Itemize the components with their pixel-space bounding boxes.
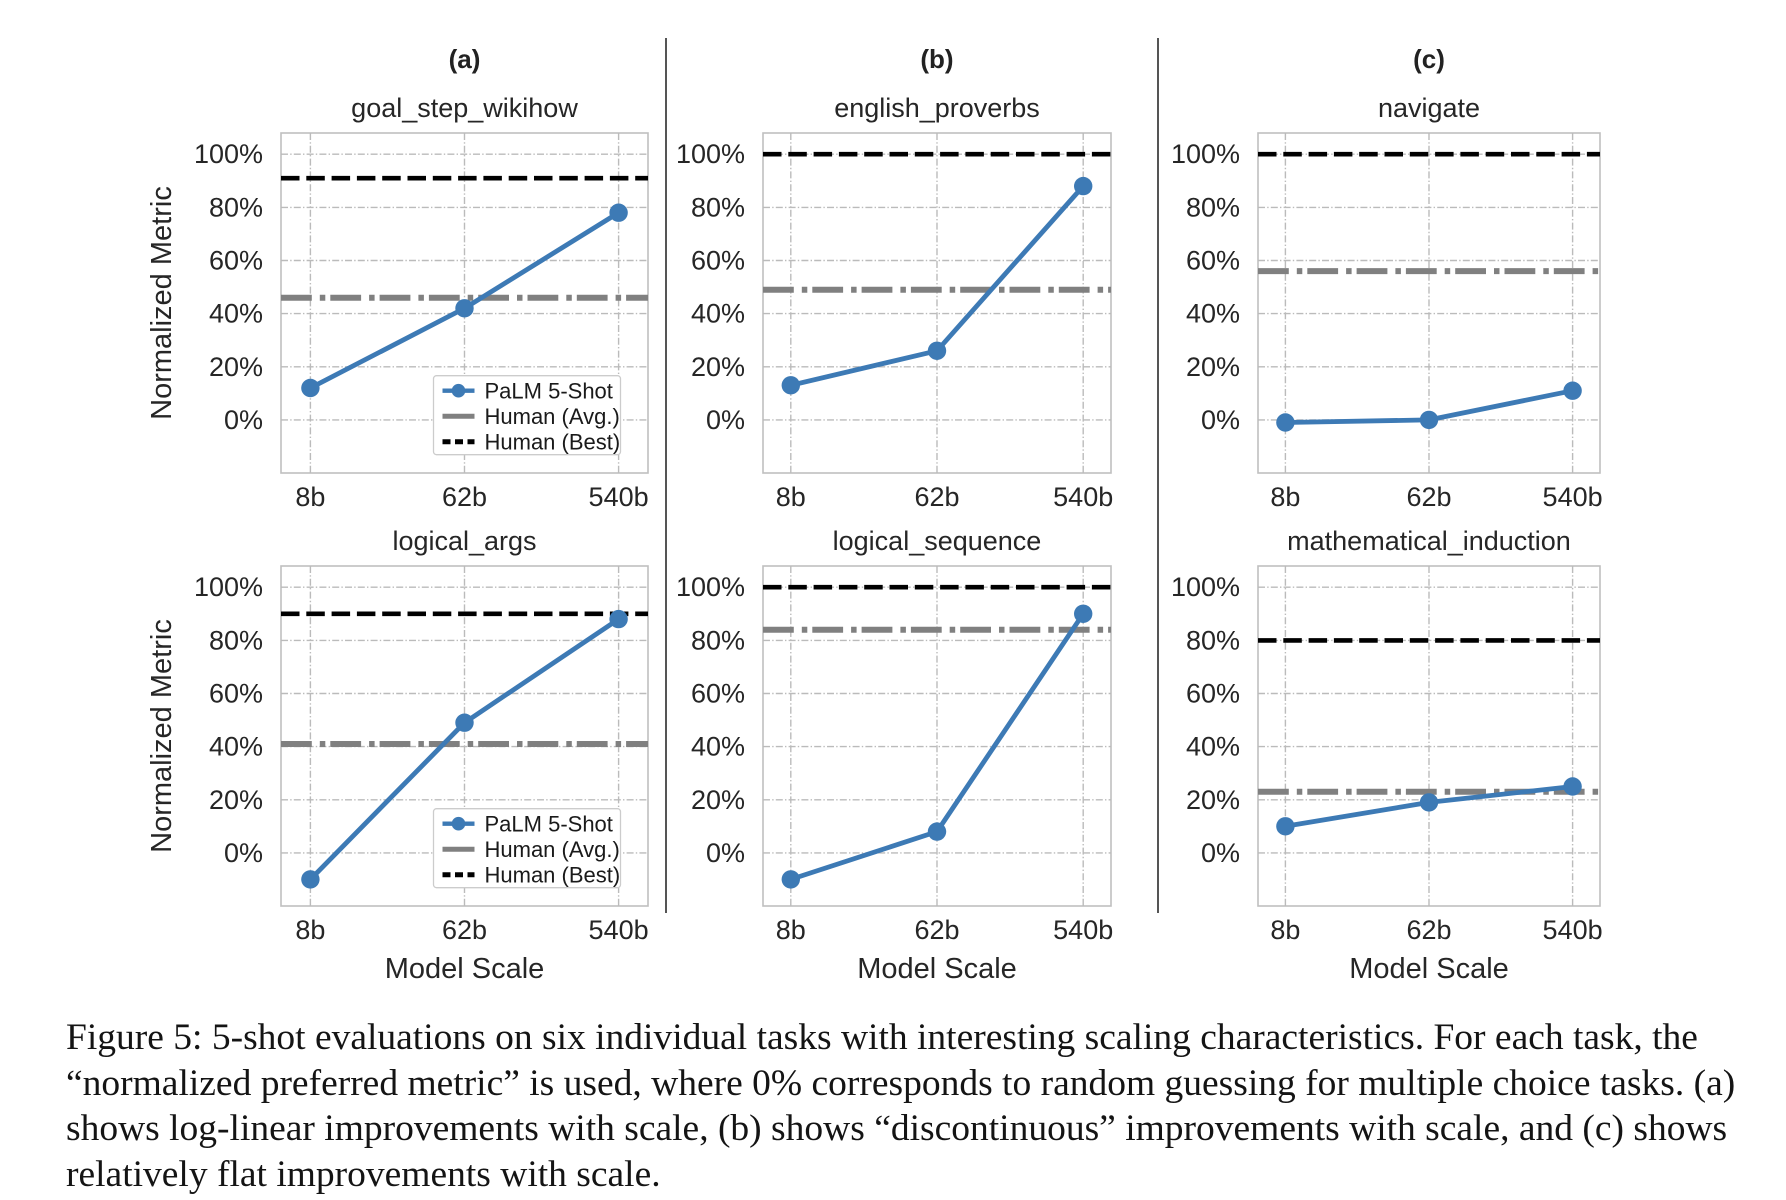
svg-text:0%: 0%: [706, 405, 745, 435]
svg-text:60%: 60%: [1186, 679, 1240, 709]
svg-text:Human (Best): Human (Best): [485, 863, 621, 888]
svg-text:Human (Best): Human (Best): [485, 430, 621, 455]
svg-text:100%: 100%: [1171, 572, 1240, 602]
svg-text:PaLM 5-Shot: PaLM 5-Shot: [485, 812, 613, 837]
svg-text:540b: 540b: [1543, 482, 1603, 512]
svg-text:20%: 20%: [1186, 785, 1240, 815]
svg-text:100%: 100%: [676, 139, 745, 169]
svg-text:8b: 8b: [1270, 915, 1300, 945]
svg-text:80%: 80%: [691, 192, 745, 222]
svg-text:40%: 40%: [691, 732, 745, 762]
svg-text:PaLM 5-Shot: PaLM 5-Shot: [485, 379, 613, 404]
svg-text:80%: 80%: [209, 192, 263, 222]
svg-text:540b: 540b: [589, 915, 649, 945]
svg-text:0%: 0%: [1201, 405, 1240, 435]
svg-text:0%: 0%: [1201, 838, 1240, 868]
svg-text:100%: 100%: [676, 572, 745, 602]
svg-text:62b: 62b: [442, 915, 487, 945]
svg-text:navigate: navigate: [1378, 93, 1480, 123]
svg-text:Model Scale: Model Scale: [857, 953, 1017, 985]
svg-text:logical_sequence: logical_sequence: [833, 526, 1042, 556]
svg-text:20%: 20%: [1186, 352, 1240, 382]
svg-text:logical_args: logical_args: [392, 526, 536, 556]
svg-text:Human (Avg.): Human (Avg.): [485, 837, 620, 862]
svg-text:Human (Avg.): Human (Avg.): [485, 404, 620, 429]
svg-text:0%: 0%: [224, 405, 263, 435]
svg-text:20%: 20%: [691, 785, 745, 815]
svg-text:english_proverbs: english_proverbs: [834, 93, 1040, 123]
svg-text:540b: 540b: [589, 482, 649, 512]
svg-text:60%: 60%: [1186, 246, 1240, 276]
svg-text:62b: 62b: [442, 482, 487, 512]
svg-text:80%: 80%: [209, 625, 263, 655]
svg-text:100%: 100%: [1171, 139, 1240, 169]
svg-text:60%: 60%: [691, 679, 745, 709]
svg-text:40%: 40%: [691, 299, 745, 329]
svg-text:62b: 62b: [1406, 915, 1451, 945]
svg-text:mathematical_induction: mathematical_induction: [1287, 526, 1571, 556]
svg-text:Normalized Metric: Normalized Metric: [146, 186, 178, 420]
svg-text:8b: 8b: [295, 915, 325, 945]
svg-text:80%: 80%: [1186, 192, 1240, 222]
svg-text:62b: 62b: [1406, 482, 1451, 512]
svg-text:40%: 40%: [1186, 299, 1240, 329]
svg-text:0%: 0%: [224, 838, 263, 868]
svg-text:40%: 40%: [209, 732, 263, 762]
svg-text:goal_step_wikihow: goal_step_wikihow: [351, 93, 578, 123]
svg-text:100%: 100%: [194, 572, 263, 602]
svg-text:62b: 62b: [914, 915, 959, 945]
svg-text:62b: 62b: [914, 482, 959, 512]
svg-text:8b: 8b: [776, 915, 806, 945]
svg-text:60%: 60%: [209, 679, 263, 709]
svg-text:40%: 40%: [1186, 732, 1240, 762]
svg-text:540b: 540b: [1053, 482, 1113, 512]
svg-text:540b: 540b: [1543, 915, 1603, 945]
svg-text:100%: 100%: [194, 139, 263, 169]
svg-text:40%: 40%: [209, 299, 263, 329]
svg-text:8b: 8b: [1270, 482, 1300, 512]
svg-text:0%: 0%: [706, 838, 745, 868]
svg-text:80%: 80%: [691, 625, 745, 655]
svg-text:Model Scale: Model Scale: [385, 953, 545, 985]
svg-text:20%: 20%: [691, 352, 745, 382]
svg-text:80%: 80%: [1186, 625, 1240, 655]
svg-text:540b: 540b: [1053, 915, 1113, 945]
svg-text:60%: 60%: [691, 246, 745, 276]
svg-text:20%: 20%: [209, 352, 263, 382]
svg-text:8b: 8b: [295, 482, 325, 512]
svg-text:8b: 8b: [776, 482, 806, 512]
svg-text:Model Scale: Model Scale: [1349, 953, 1509, 985]
svg-text:20%: 20%: [209, 785, 263, 815]
svg-text:60%: 60%: [209, 246, 263, 276]
svg-text:Normalized Metric: Normalized Metric: [146, 619, 178, 853]
